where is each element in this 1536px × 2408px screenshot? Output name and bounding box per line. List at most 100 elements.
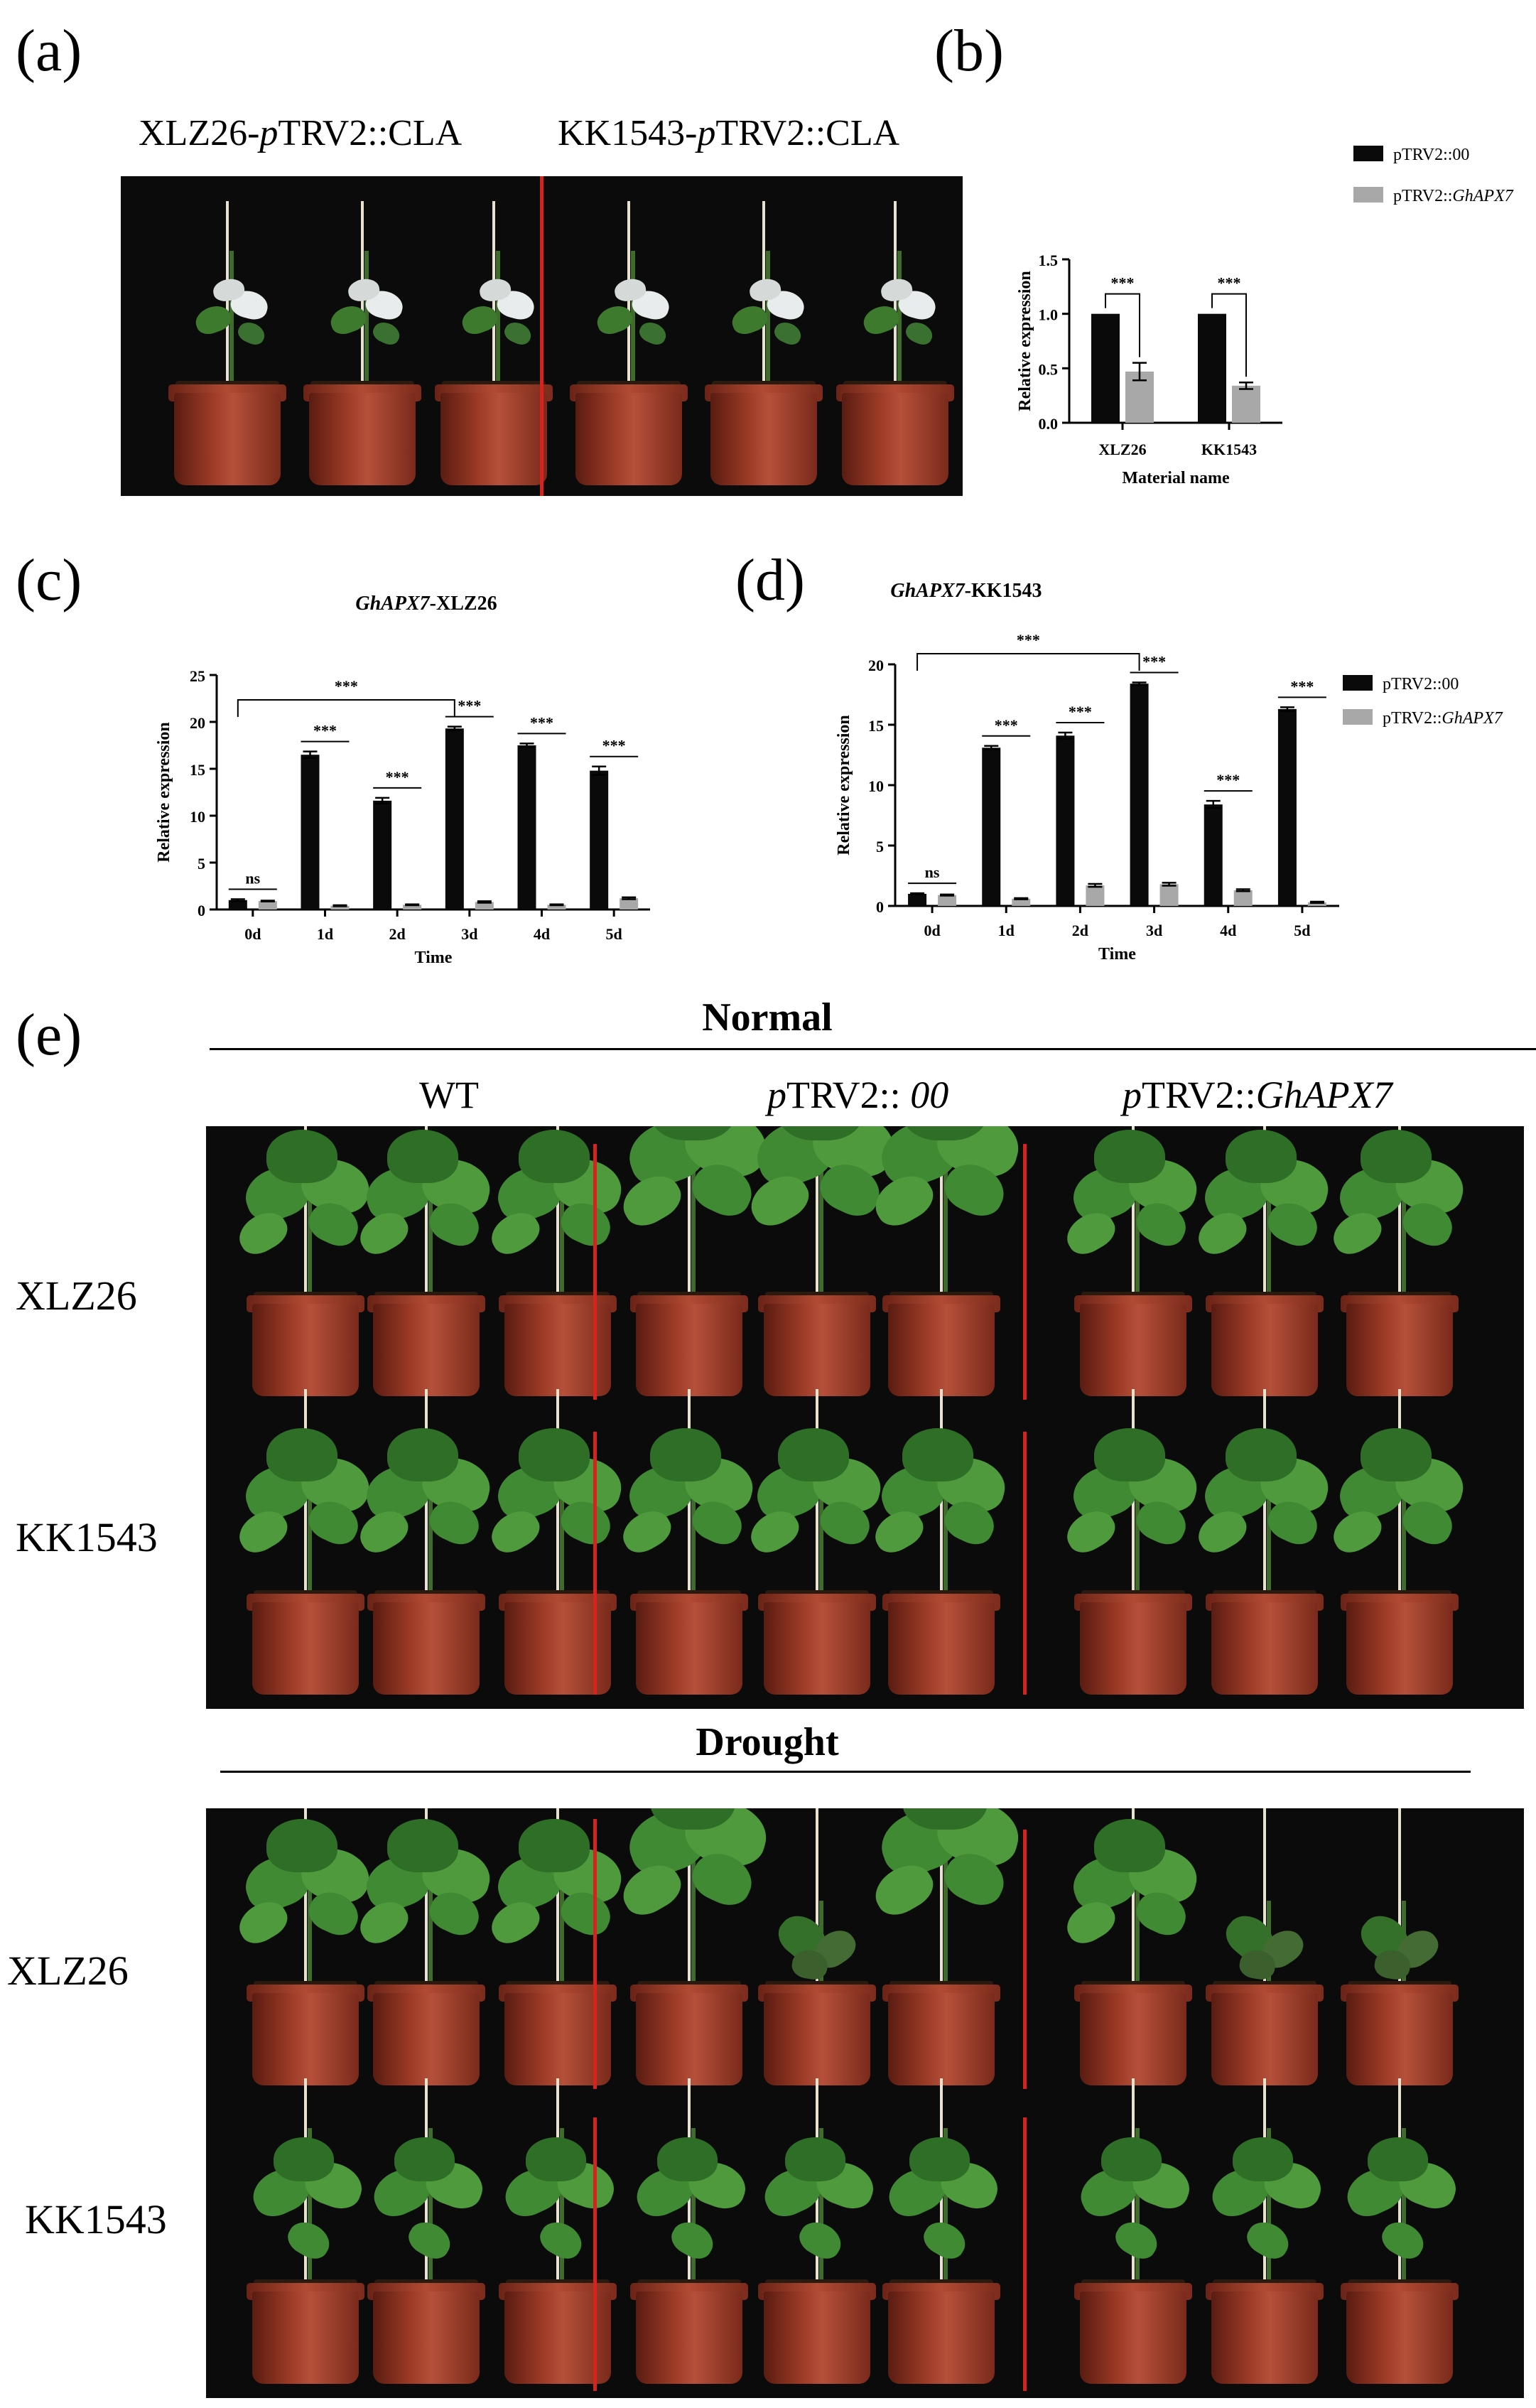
bar-3d-series1 <box>1130 684 1149 906</box>
chart-title: GhAPX7-XLZ26 <box>355 593 497 615</box>
significance-label: *** <box>530 713 553 731</box>
x-tick-label: XLZ26 <box>1098 441 1146 458</box>
chart-d-svg: 0 5 10 15 20 Relative expression Time 0d ns 1d ***… <box>835 580 1503 963</box>
y-tick-label: 20 <box>190 714 205 732</box>
bar-0d-series1 <box>908 894 927 906</box>
chart-title: GhAPX7-KK1543 <box>890 580 1042 602</box>
x-axis-label: Time <box>1098 945 1136 963</box>
plant <box>359 2078 494 2384</box>
row-label-drought-kk1543: KK1543 <box>25 2196 167 2242</box>
plant <box>353 1126 496 1396</box>
plant <box>1060 1808 1203 2085</box>
plant <box>867 1126 1026 1396</box>
plant <box>1197 1808 1332 2085</box>
y-tick-label: 15 <box>190 761 205 779</box>
bar-1d-series2 <box>1012 898 1031 906</box>
overall-bracket-label: *** <box>1017 631 1040 649</box>
x-tick-label: 4d <box>1220 922 1236 939</box>
plant <box>1332 2078 1467 2384</box>
col-label-ptrv2-00: pTRV2:: 00 <box>767 1074 949 1116</box>
normal-photo <box>206 1126 1524 1709</box>
bar-5d-series1 <box>590 770 609 909</box>
significance-label: *** <box>995 716 1018 734</box>
significance-bracket <box>1211 293 1247 377</box>
y-tick-label: 15 <box>868 717 884 735</box>
plant <box>874 2078 1009 2384</box>
x-tick-label: 1d <box>317 925 333 943</box>
x-axis-label: Time <box>415 949 453 967</box>
plant <box>828 201 963 485</box>
col-label-ptrv2-ghapx7: pTRV2::GhAPX7 <box>1123 1074 1392 1116</box>
plant <box>426 201 561 485</box>
y-tick-label: 10 <box>868 777 884 795</box>
bar-3d-series1 <box>445 728 464 909</box>
legend-label-series1: pTRV2::00 <box>1393 146 1469 164</box>
bar-4d-series2 <box>1233 890 1253 906</box>
plant <box>616 1389 759 1695</box>
x-tick-label: 2d <box>1072 922 1088 939</box>
row-label-normal-xlz26: XLZ26 <box>16 1273 137 1319</box>
legend-swatch-series1 <box>1343 675 1373 691</box>
y-axis-label: Relative expression <box>835 715 853 855</box>
plant <box>485 1808 627 2085</box>
y-tick-label: 25 <box>190 667 205 685</box>
bar-0d-series2 <box>938 895 957 906</box>
bar-1d-series1 <box>301 755 320 909</box>
significance-label: *** <box>1290 677 1314 695</box>
panel-letter-a: (a) <box>16 18 82 84</box>
plant <box>232 1126 375 1396</box>
plant <box>1332 1808 1467 2085</box>
bar-XLZ26-series1 <box>1091 313 1120 423</box>
y-tick-label: 5 <box>876 838 884 855</box>
plant <box>1060 1126 1203 1396</box>
x-tick-label: 5d <box>606 925 622 943</box>
drought-title: Drought <box>696 1720 839 1764</box>
drought-photo <box>206 1808 1524 2398</box>
plant <box>867 1808 1026 2085</box>
x-tick-label: 0d <box>924 922 940 939</box>
bar-1d-series1 <box>982 747 1001 906</box>
plant <box>622 2078 757 2384</box>
bar-5d-series1 <box>1277 708 1297 906</box>
plant <box>868 1389 1011 1695</box>
chart-c: 0 5 10 15 20 25 Relative expression Time 0d ns 1d *… <box>142 576 668 981</box>
group-divider <box>1023 1144 1027 1400</box>
y-tick-label: 0.0 <box>1039 415 1059 433</box>
x-tick-label: 5d <box>1294 922 1310 939</box>
panel-letter-c: (c) <box>16 547 82 613</box>
y-tick-label: 0 <box>198 902 205 919</box>
group-divider <box>1023 2117 1027 2391</box>
bar-KK1543-series2 <box>1232 385 1260 423</box>
significance-label: *** <box>1218 274 1241 292</box>
y-axis-label: Relative expression <box>155 722 173 863</box>
chart-b: 0.0 0.5 1.0 1.5 Relative expression Material … <box>966 121 1535 504</box>
significance-label: *** <box>1111 274 1135 292</box>
y-tick-label: 1.5 <box>1039 252 1059 269</box>
overall-bracket <box>237 699 455 717</box>
plant <box>353 1389 496 1695</box>
x-tick-label: 0d <box>244 925 261 943</box>
significance-label: *** <box>1142 653 1166 671</box>
bar-3d-series2 <box>1159 884 1179 906</box>
plant <box>232 1389 375 1695</box>
legend-label-series2: pTRV2::GhAPX7 <box>1393 187 1514 205</box>
bar-KK1543-series1 <box>1198 313 1226 423</box>
plant <box>696 201 831 485</box>
plant <box>750 2078 885 2384</box>
row-label-drought-xlz26: XLZ26 <box>7 1948 129 1994</box>
significance-bracket <box>1105 293 1140 357</box>
group-divider <box>593 2117 597 2391</box>
group-divider <box>540 176 543 496</box>
bar-4d-series1 <box>517 745 536 909</box>
plant <box>750 1808 885 2085</box>
plant <box>485 1126 627 1396</box>
panel-a-photo <box>121 176 963 496</box>
normal-title: Normal <box>702 995 833 1040</box>
plant <box>1066 2078 1201 2384</box>
panel-letter-b: (b) <box>934 18 1004 84</box>
y-tick-label: 5 <box>198 855 205 873</box>
chart-c-svg: 0 5 10 15 20 25 Relative expression Time 0d ns 1d *… <box>155 593 650 967</box>
bar-5d-series2 <box>620 898 639 909</box>
normal-rule <box>210 1048 1536 1050</box>
panel-letter-e: (e) <box>16 1002 82 1068</box>
